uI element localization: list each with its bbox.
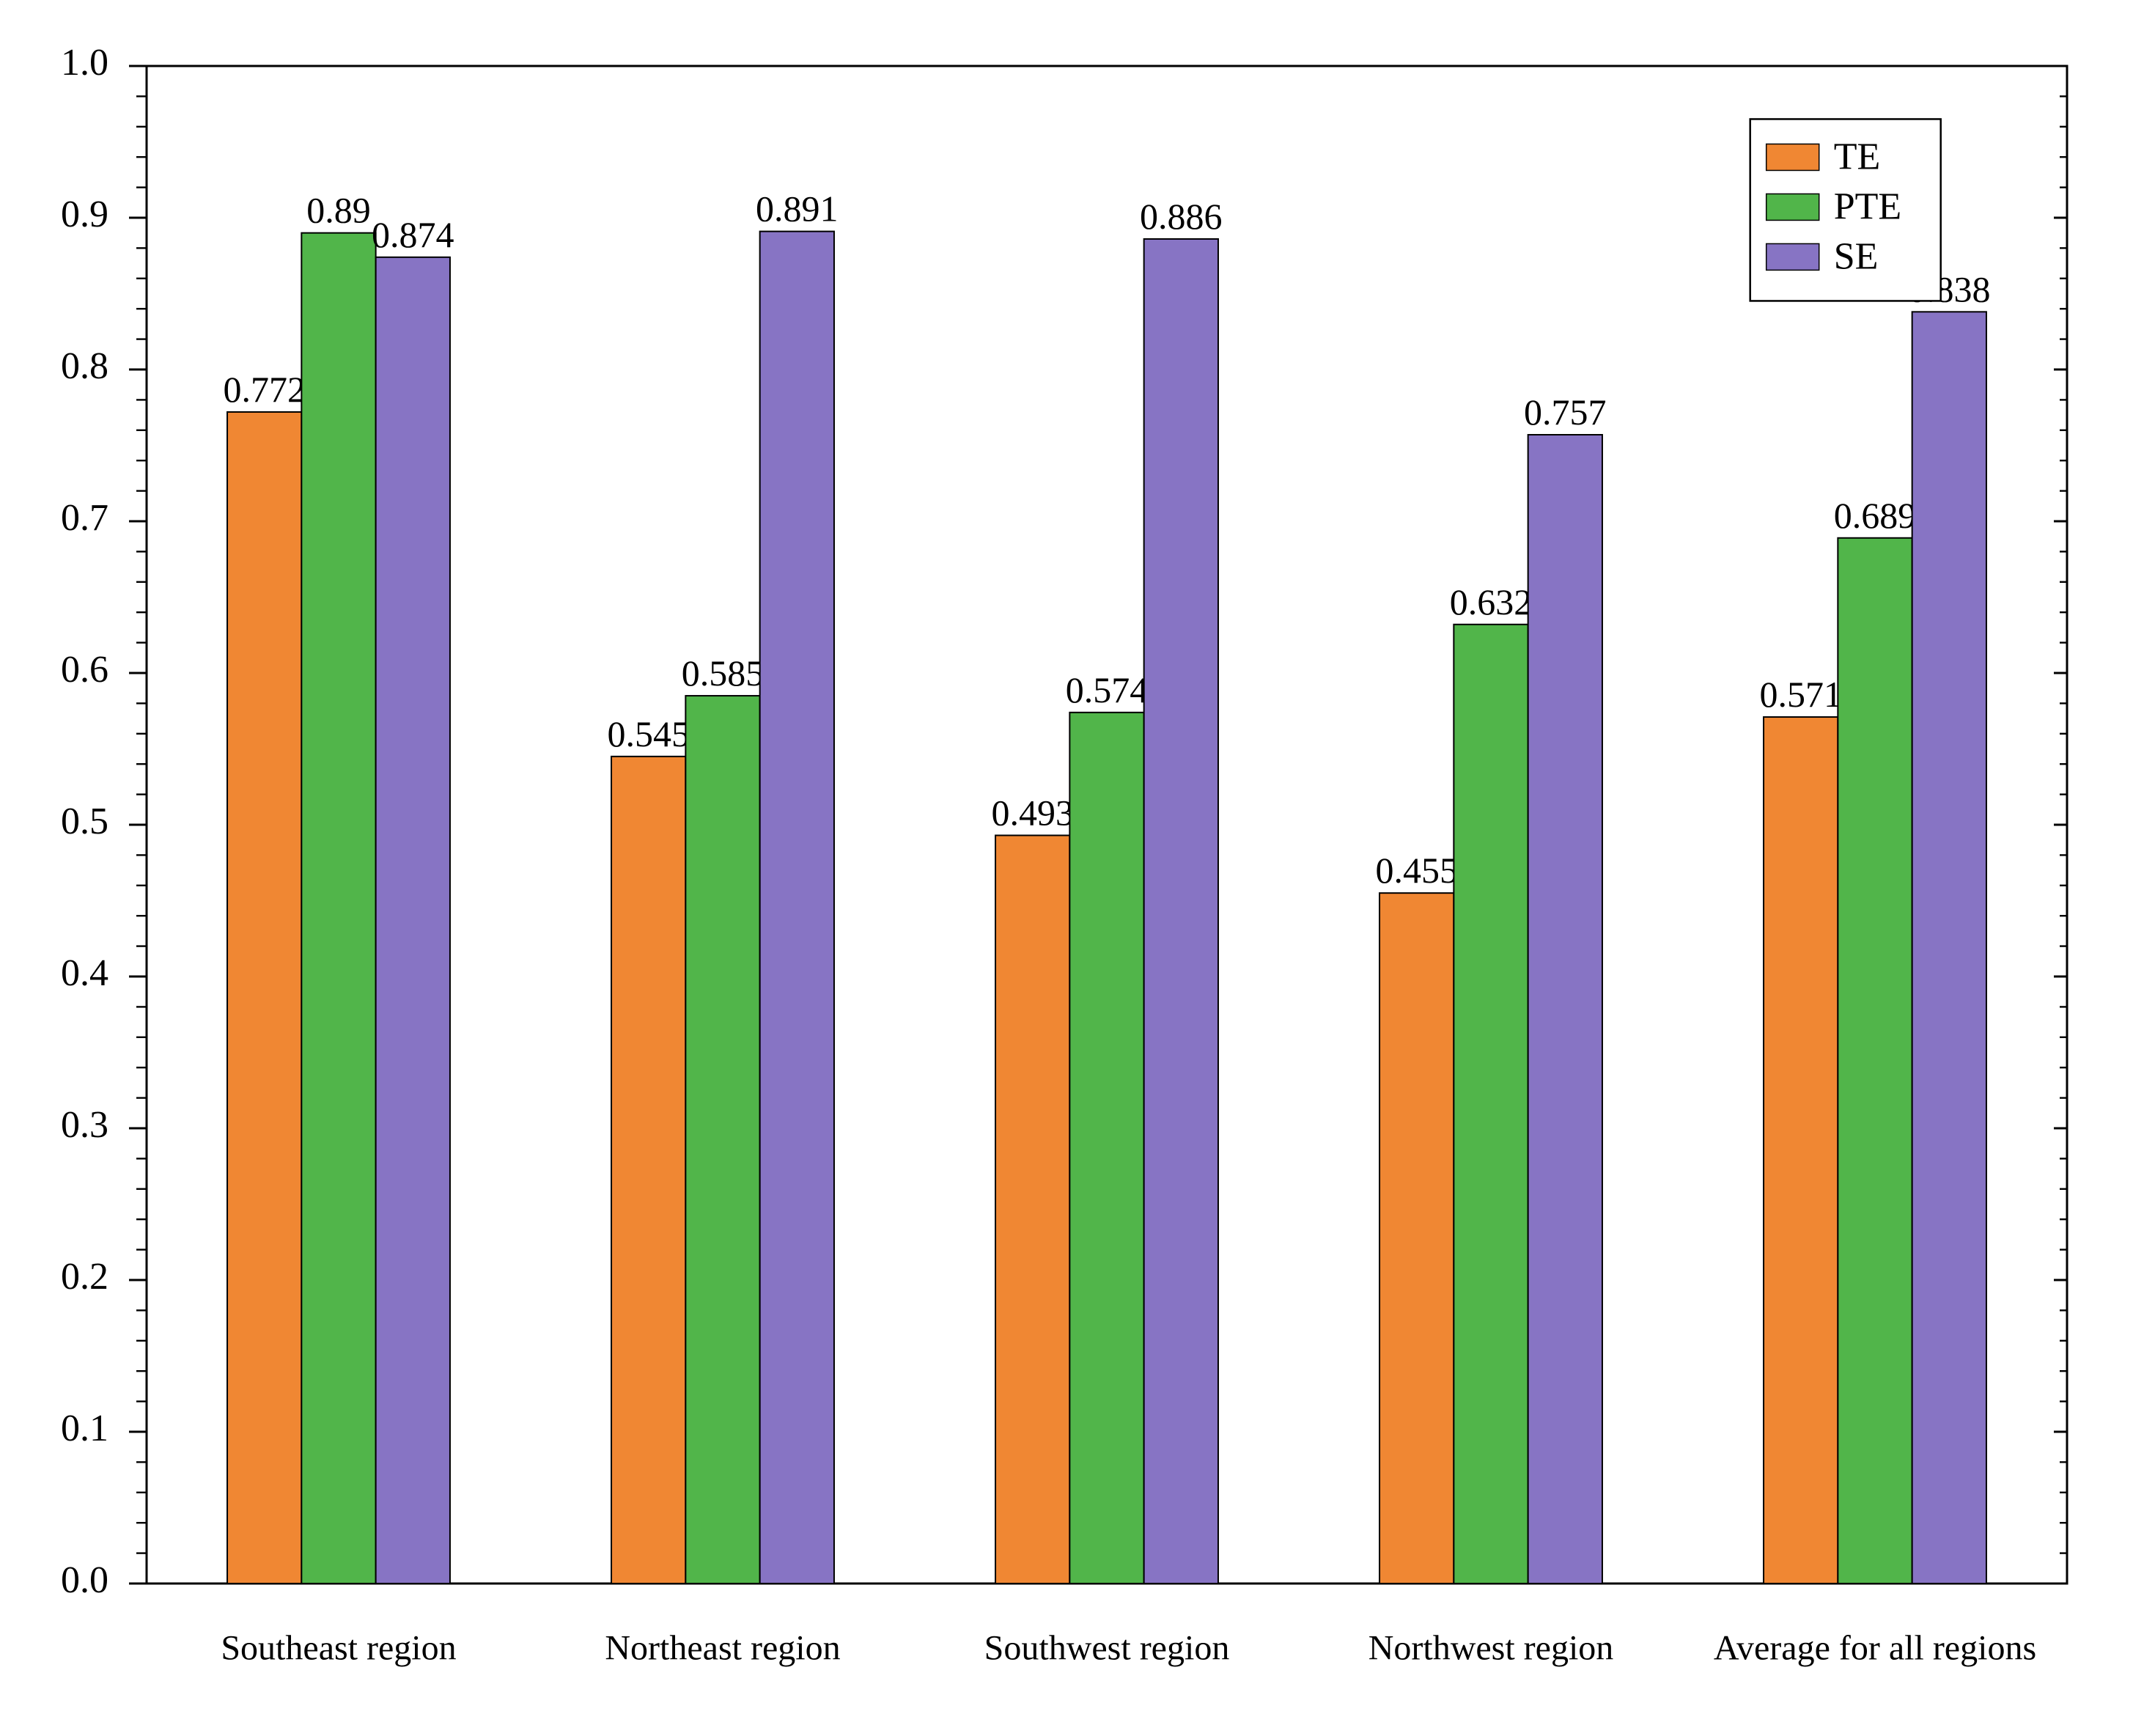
bar-se bbox=[1912, 312, 1986, 1584]
y-tick-label: 0.2 bbox=[61, 1256, 108, 1298]
legend-swatch bbox=[1767, 194, 1819, 220]
bar-se bbox=[1528, 435, 1602, 1584]
y-tick-label: 0.7 bbox=[61, 497, 108, 539]
y-tick-label: 0.9 bbox=[61, 194, 108, 235]
bar-te bbox=[227, 412, 301, 1584]
bar-pte bbox=[1838, 538, 1912, 1584]
bar-value-label: 0.89 bbox=[306, 190, 371, 231]
bar-pte bbox=[301, 233, 375, 1584]
y-tick-label: 0.1 bbox=[61, 1408, 108, 1449]
y-tick-label: 0.3 bbox=[61, 1104, 108, 1146]
y-tick-label: 0.0 bbox=[61, 1559, 108, 1601]
bar-se bbox=[760, 232, 834, 1584]
bar-value-label: 0.757 bbox=[1524, 391, 1607, 433]
legend-swatch bbox=[1767, 243, 1819, 270]
bar-pte bbox=[1454, 625, 1528, 1584]
y-tick-label: 0.6 bbox=[61, 649, 108, 691]
y-tick-label: 1.0 bbox=[61, 42, 108, 84]
legend-label: TE bbox=[1834, 136, 1881, 177]
legend-label: PTE bbox=[1834, 185, 1901, 227]
bar-chart: 0.0 0.1 0.2 0.3 0.4 0.5 0.6 0.7 0.8 0.9 1.0 0.772 0.… bbox=[0, 0, 2133, 1736]
bar-value-label: 0.891 bbox=[756, 188, 839, 229]
bar-pte bbox=[685, 696, 759, 1584]
x-tick-label: Southwest region bbox=[984, 1629, 1230, 1668]
legend-swatch bbox=[1767, 144, 1819, 170]
bar-se bbox=[1144, 239, 1218, 1584]
bar-value-label: 0.574 bbox=[1066, 669, 1149, 710]
y-tick-label: 0.4 bbox=[61, 952, 108, 994]
bar-value-label: 0.772 bbox=[223, 369, 306, 410]
x-tick-label: Average for all regions bbox=[1714, 1629, 2036, 1668]
bar-value-label: 0.493 bbox=[991, 792, 1074, 833]
y-tick-label: 0.8 bbox=[61, 345, 108, 387]
bar-value-label: 0.585 bbox=[682, 652, 765, 694]
bar-value-label: 0.455 bbox=[1375, 850, 1458, 891]
x-tick-label: Northeast region bbox=[605, 1629, 840, 1668]
bar-value-label: 0.689 bbox=[1834, 495, 1917, 536]
y-tick-label: 0.5 bbox=[61, 801, 108, 842]
x-tick-label: Southeast region bbox=[221, 1629, 456, 1668]
bar-value-label: 0.632 bbox=[1450, 581, 1533, 622]
legend: TE PTE SE bbox=[1750, 119, 1941, 301]
bar-se bbox=[376, 257, 450, 1584]
bar-te bbox=[611, 757, 685, 1584]
bar-pte bbox=[1069, 713, 1143, 1584]
bar-te bbox=[1379, 893, 1454, 1584]
bar-value-label: 0.545 bbox=[607, 713, 690, 754]
x-tick-label: Northwest region bbox=[1368, 1629, 1614, 1668]
legend-label: SE bbox=[1834, 235, 1879, 277]
bar-value-label: 0.886 bbox=[1140, 196, 1223, 237]
bar-te bbox=[995, 835, 1069, 1584]
bar-value-label: 0.874 bbox=[372, 214, 454, 255]
bar-value-label: 0.571 bbox=[1759, 674, 1842, 715]
bar-te bbox=[1764, 717, 1838, 1584]
